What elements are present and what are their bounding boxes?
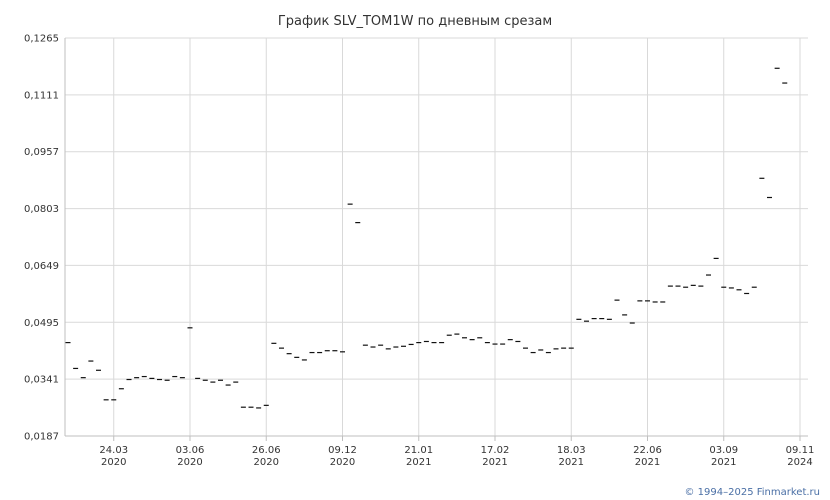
x-tick-label: 26.06 <box>252 445 281 456</box>
y-tick-label: 0,0495 <box>24 318 59 329</box>
x-tick-year: 2021 <box>635 457 660 468</box>
x-tick-label: 09.12 <box>328 445 357 456</box>
x-tick-year: 2021 <box>559 457 584 468</box>
y-tick-label: 0,0341 <box>24 375 59 386</box>
x-tick-year: 2020 <box>330 457 355 468</box>
y-tick-label: 0,0803 <box>24 204 59 215</box>
x-tick-year: 2020 <box>101 457 126 468</box>
x-tick-label: 03.06 <box>176 445 205 456</box>
y-tick-label: 0,1111 <box>24 90 59 101</box>
data-points <box>65 67 788 409</box>
x-tick-label: 21.01 <box>404 445 433 456</box>
x-tick-year: 2020 <box>177 457 202 468</box>
y-tick-label: 0,0957 <box>24 147 59 158</box>
x-axis-ticks: 24.03202003.06202026.06202009.12202021.0… <box>99 445 814 468</box>
x-tick-year: 2024 <box>787 457 812 468</box>
x-tick-year: 2021 <box>482 457 507 468</box>
x-tick-label: 18.03 <box>557 445 586 456</box>
y-axis-ticks: 0,1265 0,1111 0,0957 0,0803 0,0649 0,0495 0,03… <box>24 34 59 443</box>
y-tick-label: 0,1265 <box>24 34 59 45</box>
y-tick-label: 0,0649 <box>24 261 59 272</box>
x-tick-label: 03.09 <box>709 445 738 456</box>
x-tick-label: 24.03 <box>99 445 128 456</box>
x-tick-year: 2021 <box>711 457 736 468</box>
x-tick-label: 17.02 <box>481 445 510 456</box>
x-tick-label: 09.11 <box>786 445 815 456</box>
x-tick-year: 2020 <box>254 457 279 468</box>
copyright-credit[interactable]: © 1994–2025 Finmarket.ru <box>684 487 820 498</box>
y-tick-label: 0,0187 <box>24 432 59 443</box>
chart-title: График SLV_TOM1W по дневным срезам <box>278 14 552 29</box>
x-tick-year: 2021 <box>406 457 431 468</box>
x-tick-label: 22.06 <box>633 445 662 456</box>
grid <box>64 37 808 441</box>
